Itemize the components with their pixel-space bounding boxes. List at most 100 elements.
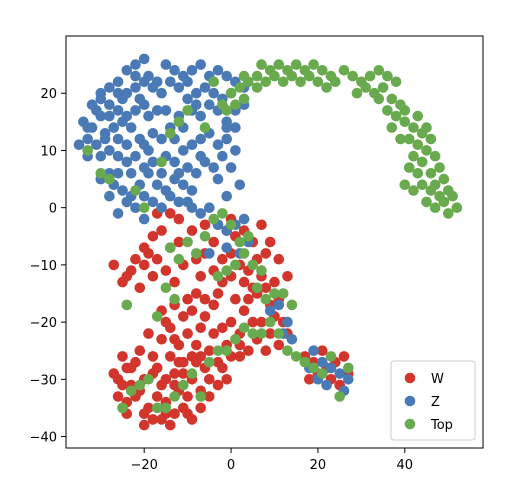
point-w-142 [317, 345, 328, 357]
point-top-102 [273, 328, 285, 339]
point-z-158 [221, 122, 232, 133]
point-top-33 [377, 82, 389, 93]
series-z [73, 53, 354, 397]
y-tick-label-2: −20 [30, 316, 57, 331]
y-tick-label-0: −40 [30, 431, 57, 446]
point-z-103 [182, 162, 193, 173]
point-top-3 [251, 70, 263, 82]
point-top-106 [308, 362, 319, 374]
point-top-82 [225, 219, 237, 231]
point-z-109 [104, 110, 115, 122]
point-top-57 [416, 179, 428, 191]
point-top-30 [373, 65, 385, 76]
point-top-70 [399, 105, 411, 116]
point-top-17 [295, 76, 306, 88]
point-w-68 [169, 334, 180, 345]
point-w-0 [117, 351, 128, 362]
point-z-83 [230, 145, 241, 156]
point-z-112 [99, 133, 111, 145]
point-z-16 [112, 133, 124, 145]
point-w-66 [186, 351, 198, 362]
point-top-4 [256, 59, 267, 70]
point-w-122 [165, 208, 176, 219]
point-w-51 [191, 288, 202, 299]
point-top-66 [399, 179, 411, 191]
point-w-20 [138, 408, 150, 420]
point-z-26 [112, 168, 124, 179]
point-z-147 [334, 368, 346, 379]
point-z-25 [121, 156, 133, 168]
plot-area-frame [65, 35, 484, 449]
point-z-88 [151, 76, 163, 88]
point-top-75 [165, 242, 176, 253]
point-z-12 [104, 99, 115, 110]
point-z-74 [156, 133, 167, 145]
point-top-80 [208, 213, 219, 225]
legend-label-top: Top [430, 418, 453, 433]
point-z-58 [165, 76, 176, 88]
point-w-111 [260, 345, 272, 357]
point-top-89 [247, 259, 259, 271]
point-z-136 [182, 76, 193, 88]
point-z-49 [138, 213, 150, 225]
point-z-119 [195, 150, 206, 162]
points-layer [73, 53, 463, 431]
point-z-141 [221, 242, 232, 253]
point-w-64 [221, 374, 232, 385]
point-top-134 [217, 99, 228, 110]
point-top-10 [308, 59, 319, 70]
point-w-130 [269, 276, 280, 288]
point-z-100 [208, 162, 219, 173]
point-top-18 [286, 70, 298, 82]
point-top-23 [238, 93, 250, 105]
point-top-1 [234, 82, 246, 93]
point-z-68 [204, 99, 215, 110]
point-z-60 [182, 93, 193, 105]
point-w-70 [147, 271, 159, 282]
point-top-0 [225, 87, 237, 99]
point-w-107 [264, 328, 276, 339]
point-w-17 [182, 391, 193, 402]
point-top-126 [130, 185, 141, 196]
point-z-134 [112, 87, 124, 99]
point-w-13 [169, 408, 180, 420]
point-top-81 [217, 208, 228, 219]
point-w-153 [186, 414, 198, 425]
point-w-129 [282, 271, 293, 282]
point-z-110 [91, 105, 102, 116]
point-w-54 [160, 316, 172, 328]
point-w-82 [169, 276, 180, 288]
point-w-123 [143, 248, 154, 259]
point-w-42 [208, 299, 219, 311]
point-w-118 [256, 219, 267, 231]
point-top-132 [199, 122, 211, 133]
point-z-137 [191, 99, 202, 110]
point-w-75 [151, 253, 163, 265]
point-z-77 [178, 145, 189, 156]
x-tick-label-0: −20 [130, 458, 157, 473]
point-w-134 [199, 219, 211, 231]
point-top-68 [421, 122, 432, 133]
point-top-26 [338, 65, 350, 76]
point-top-43 [412, 139, 424, 150]
point-z-7 [95, 150, 107, 162]
point-top-112 [151, 402, 163, 414]
y-tick-label-3: −10 [30, 259, 57, 274]
point-w-52 [182, 293, 193, 305]
point-w-25 [112, 391, 124, 402]
point-z-90 [169, 65, 180, 76]
point-z-89 [160, 59, 172, 70]
point-top-100 [230, 334, 241, 345]
point-top-131 [182, 105, 193, 116]
point-top-128 [156, 156, 167, 168]
point-z-81 [212, 139, 224, 150]
point-top-93 [269, 288, 280, 299]
point-top-91 [251, 282, 263, 294]
point-z-59 [173, 82, 185, 93]
point-w-56 [165, 351, 176, 362]
point-top-48 [416, 156, 428, 168]
point-top-120 [160, 282, 172, 294]
point-w-108 [256, 316, 267, 328]
point-z-79 [195, 133, 206, 145]
